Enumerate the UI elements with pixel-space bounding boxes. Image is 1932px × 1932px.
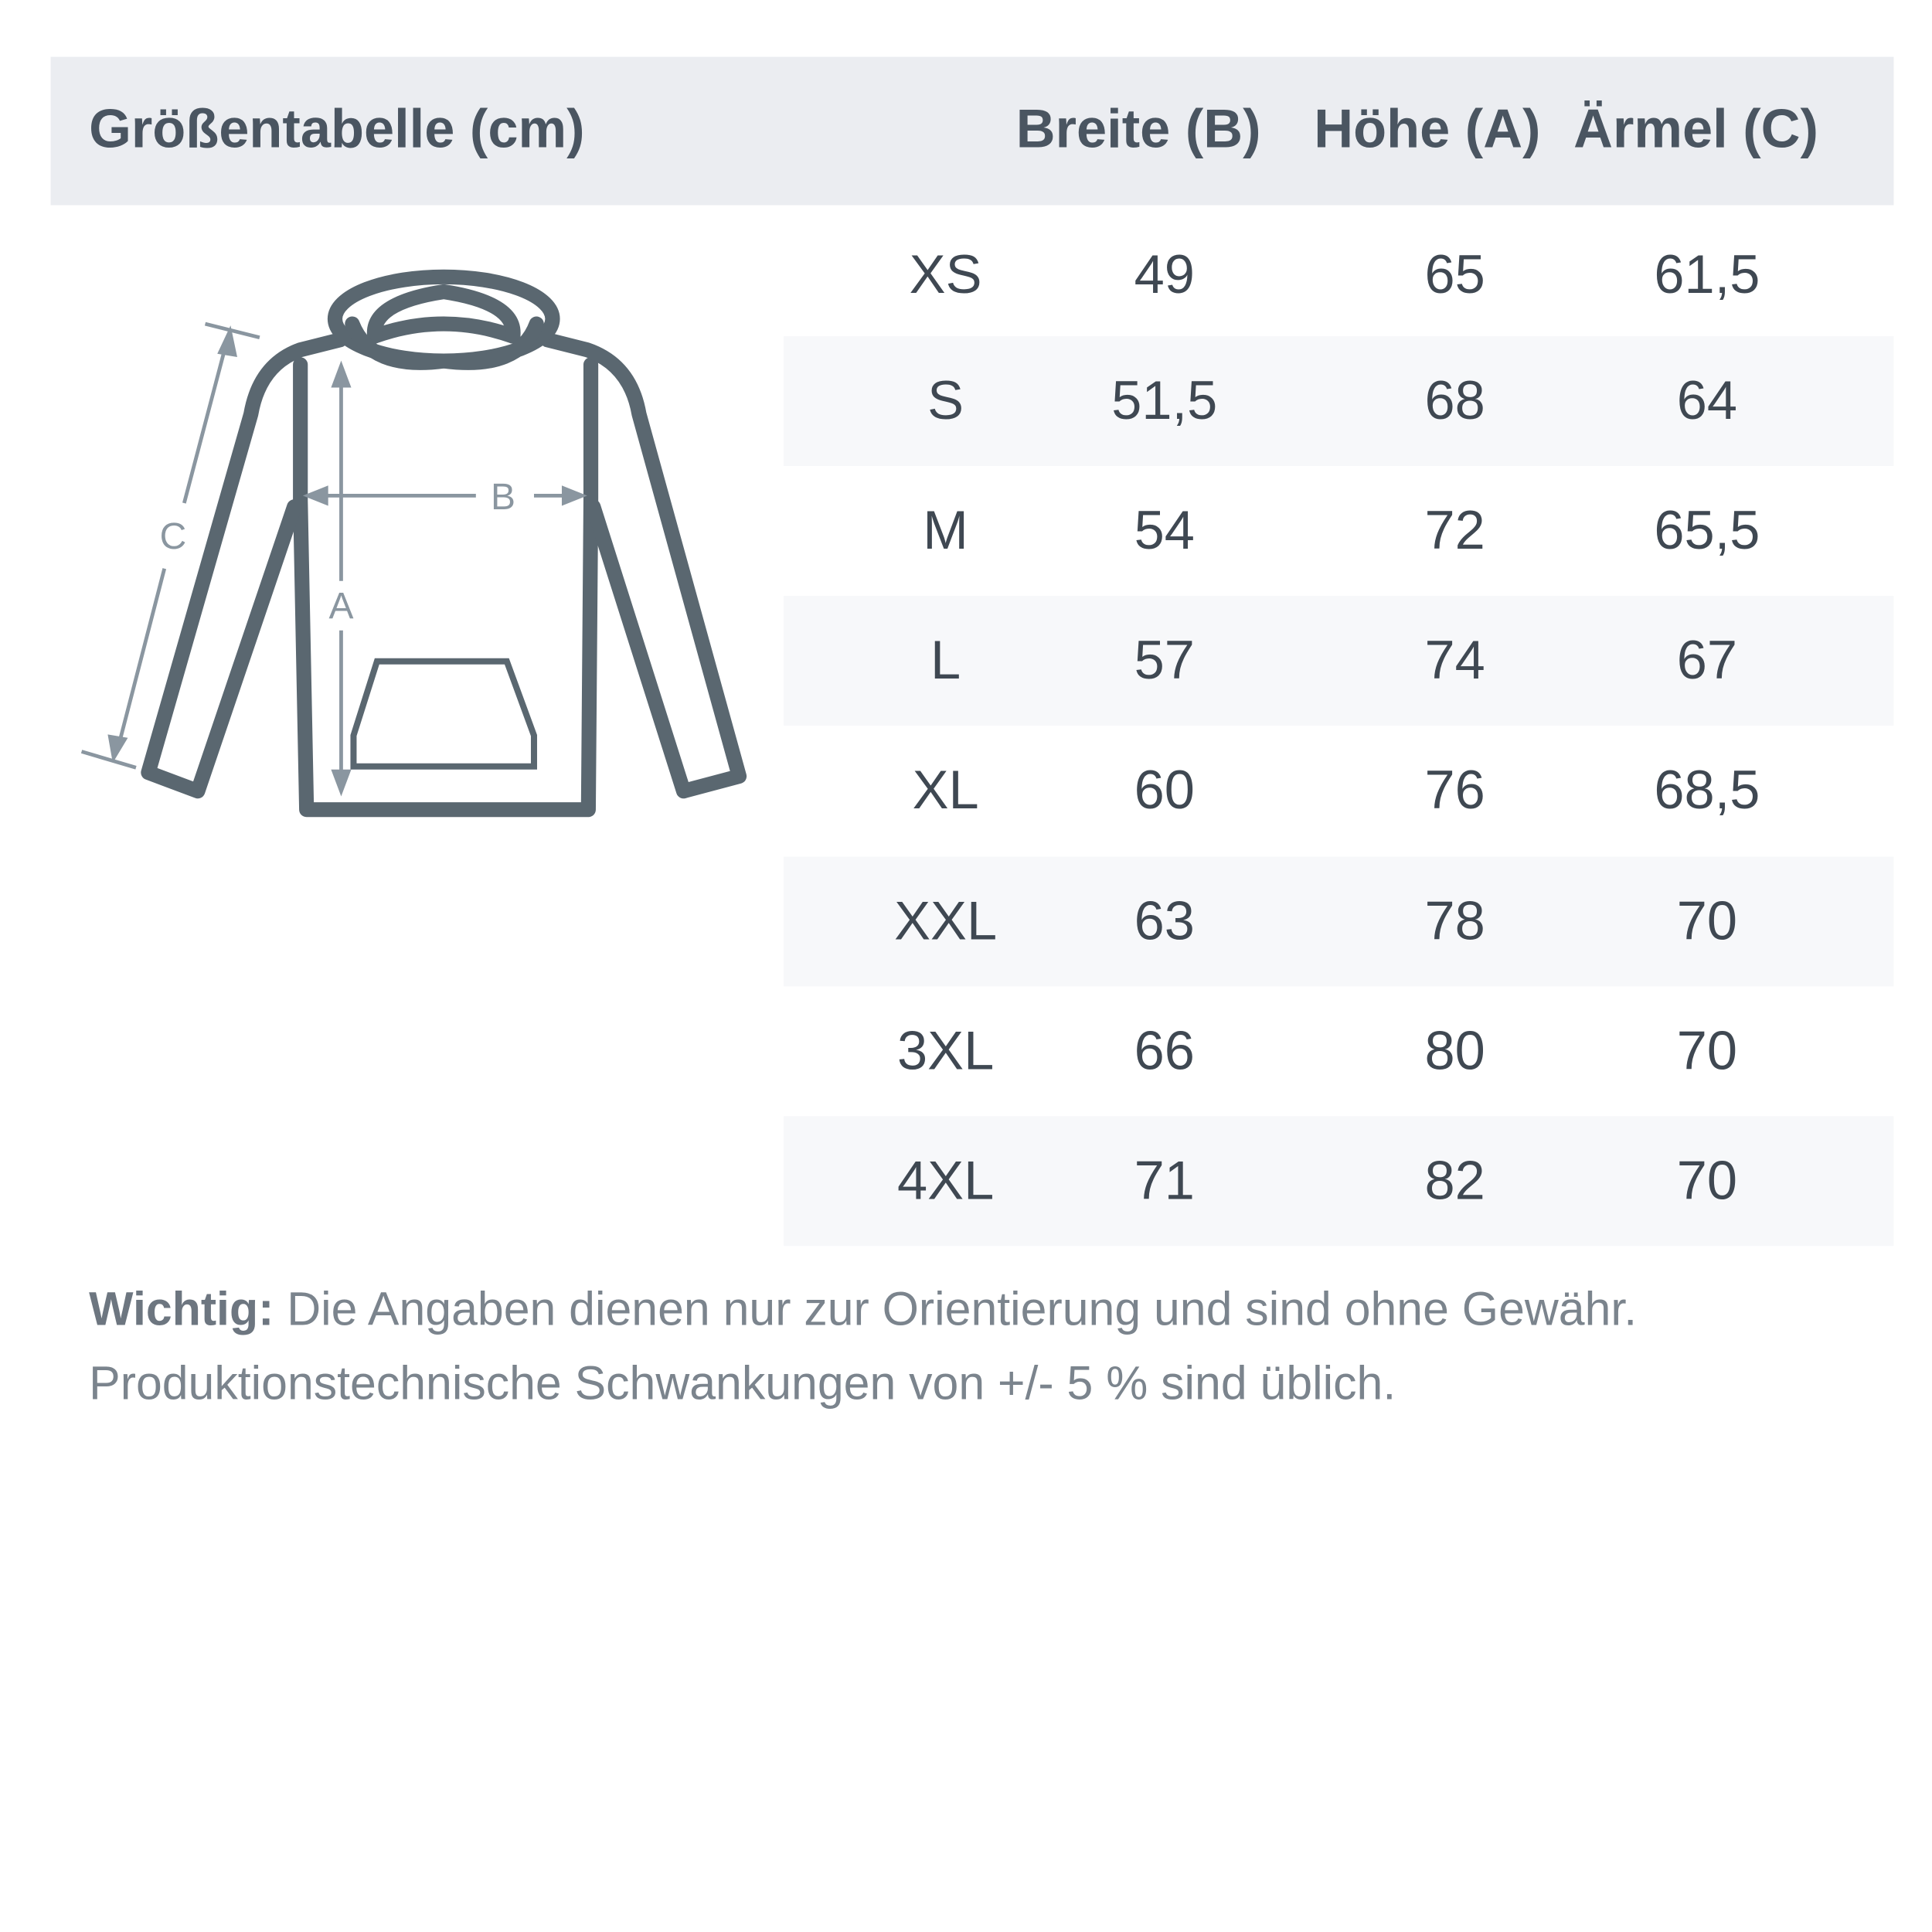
- note-label: Wichtig:: [89, 1284, 274, 1337]
- cell-hoehe: 68: [1424, 370, 1485, 432]
- column-header-aermel: Ärmel (C): [1573, 98, 1818, 160]
- cell-breite: 60: [1134, 760, 1195, 821]
- cell-breite: 63: [1134, 891, 1195, 952]
- cell-aermel: 68,5: [1654, 760, 1760, 821]
- cell-aermel: 70: [1676, 891, 1738, 952]
- label-a: A: [328, 586, 353, 627]
- cell-hoehe: 76: [1424, 760, 1485, 821]
- hoodie-diagram: B A C: [80, 269, 747, 818]
- table-row: S 51,5 68 64: [784, 336, 1894, 467]
- cell-size: 3XL: [896, 1021, 995, 1082]
- cell-breite: 49: [1134, 244, 1195, 306]
- header-band: [50, 56, 1894, 206]
- cell-size: XXL: [894, 891, 998, 952]
- label-c: C: [160, 516, 187, 557]
- hoodie-outline-icon: [141, 269, 747, 818]
- cell-breite: 54: [1134, 500, 1195, 562]
- cell-size: XS: [909, 244, 982, 306]
- cell-aermel: 70: [1676, 1021, 1738, 1082]
- cell-aermel: 61,5: [1654, 244, 1760, 306]
- cell-hoehe: 65: [1424, 244, 1485, 306]
- column-header-hoehe: Höhe (A): [1314, 98, 1541, 160]
- cell-size: L: [930, 630, 961, 692]
- cell-aermel: 65,5: [1654, 500, 1760, 562]
- cell-breite: 51,5: [1111, 370, 1218, 432]
- cell-hoehe: 82: [1424, 1151, 1485, 1212]
- label-b: B: [491, 477, 515, 518]
- note-line-2: Produktionstechnische Schwankungen von +…: [89, 1358, 1396, 1411]
- cell-size: 4XL: [896, 1151, 995, 1212]
- table-row: XS 49 65 61,5: [784, 210, 1893, 340]
- cell-aermel: 67: [1676, 630, 1738, 692]
- cell-size: XL: [912, 760, 979, 821]
- table-row: M 54 72 65,5: [784, 466, 1893, 596]
- table-row: L 57 74 67: [784, 595, 1894, 726]
- chart-title: Größentabelle (cm): [89, 98, 585, 160]
- table-row: 3XL 66 80 70: [784, 986, 1893, 1116]
- note-text-1: Die Angaben dienen nur zur Orientierung …: [274, 1284, 1638, 1337]
- note-line-1: Wichtig: Die Angaben dienen nur zur Orie…: [89, 1283, 1637, 1337]
- cell-hoehe: 80: [1424, 1021, 1485, 1082]
- cell-breite: 71: [1134, 1151, 1195, 1212]
- pocket-icon: [350, 658, 537, 770]
- cell-aermel: 70: [1676, 1151, 1738, 1212]
- column-header-breite: Breite (B): [1015, 98, 1261, 160]
- table-row: XXL 63 78 70: [784, 856, 1894, 987]
- table-row: 4XL 71 82 70: [784, 1116, 1894, 1247]
- cell-hoehe: 72: [1424, 500, 1485, 562]
- cell-breite: 66: [1134, 1021, 1195, 1082]
- cell-size: M: [923, 500, 968, 562]
- cell-aermel: 64: [1676, 370, 1738, 432]
- cell-breite: 57: [1134, 630, 1195, 692]
- cell-hoehe: 78: [1424, 891, 1485, 952]
- table-row: XL 60 76 68,5: [784, 726, 1893, 855]
- cell-hoehe: 74: [1424, 630, 1485, 692]
- cell-size: S: [927, 370, 964, 432]
- measure-lines: [80, 321, 587, 797]
